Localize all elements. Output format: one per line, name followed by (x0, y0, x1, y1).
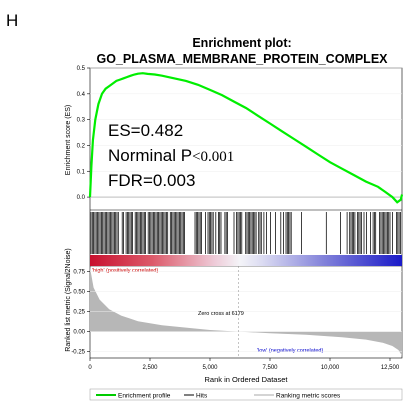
legend-metric-label: Ranking metric scores (276, 393, 341, 400)
enrichment-profile-line (88, 72, 404, 204)
es-y-tick-label: 0.3 (77, 118, 86, 124)
es-y-tick-label: 0.5 (77, 66, 86, 72)
legend (89, 388, 403, 401)
es-y-tick-label: 0.1 (77, 169, 86, 175)
legend-hits-label: Hits (196, 393, 208, 400)
fdr-annotation: FDR=0.003 (108, 171, 195, 190)
es-y-tick-label: 0.4 (77, 92, 86, 98)
es-y-tick-label: 0.0 (77, 195, 86, 201)
metric-y-tick-label: 0.00 (73, 330, 85, 336)
es-y-axis-label: Enrichment score (ES) (65, 105, 72, 175)
metric-y-axis: 0.75 0.50 0.25 0.00 -0.25 (71, 270, 402, 356)
nominal-p-value: <0.001 (192, 149, 234, 165)
metric-y-tick-label: -0.25 (71, 350, 85, 356)
x-tick-label: 7,500 (262, 365, 278, 371)
metric-y-tick-label: 0.25 (73, 310, 85, 316)
x-tick-label: 10,000 (321, 365, 340, 371)
x-tick-label: 2,500 (142, 365, 158, 371)
chart-title: Enrichment plot: (192, 36, 291, 50)
metric-y-axis-label: Ranked list metric (Signal2Noise) (65, 248, 72, 351)
nominal-p-label: Norminal P (108, 146, 192, 165)
ranking-metric-area (90, 267, 402, 356)
chart-subtitle: GO_PLASMA_MEMBRANE_PROTEIN_COMPLEX (96, 52, 388, 66)
zero-cross-label: Zero cross at 6179 (198, 311, 244, 317)
legend-enrichment-label: Enrichment profile (118, 393, 171, 400)
rank-color-bar (90, 255, 402, 266)
x-tick-label: 5,000 (202, 365, 218, 371)
high-label: 'high' (positively correlated) (92, 268, 158, 274)
low-label: 'low' (negatively correlated) (257, 348, 323, 354)
x-tick-label: 12,500 (381, 365, 400, 371)
panel-label: H (6, 11, 18, 30)
nominal-p-annotation: Norminal P<0.001 (108, 146, 234, 165)
x-tick-label: 0 (88, 365, 92, 371)
x-axis-label: Rank in Ordered Dataset (205, 375, 289, 384)
es-y-axis: 0.0 0.1 0.2 0.3 0.4 0.5 (77, 66, 90, 201)
metric-y-tick-label: 0.75 (73, 270, 85, 276)
metric-y-tick-label: 0.50 (73, 290, 85, 296)
x-axis: 0 2,500 5,000 7,500 10,000 12,500 (88, 358, 400, 371)
hit-lines (90, 212, 401, 254)
es-y-tick-label: 0.2 (77, 143, 86, 149)
es-annotation: ES=0.482 (108, 121, 183, 140)
